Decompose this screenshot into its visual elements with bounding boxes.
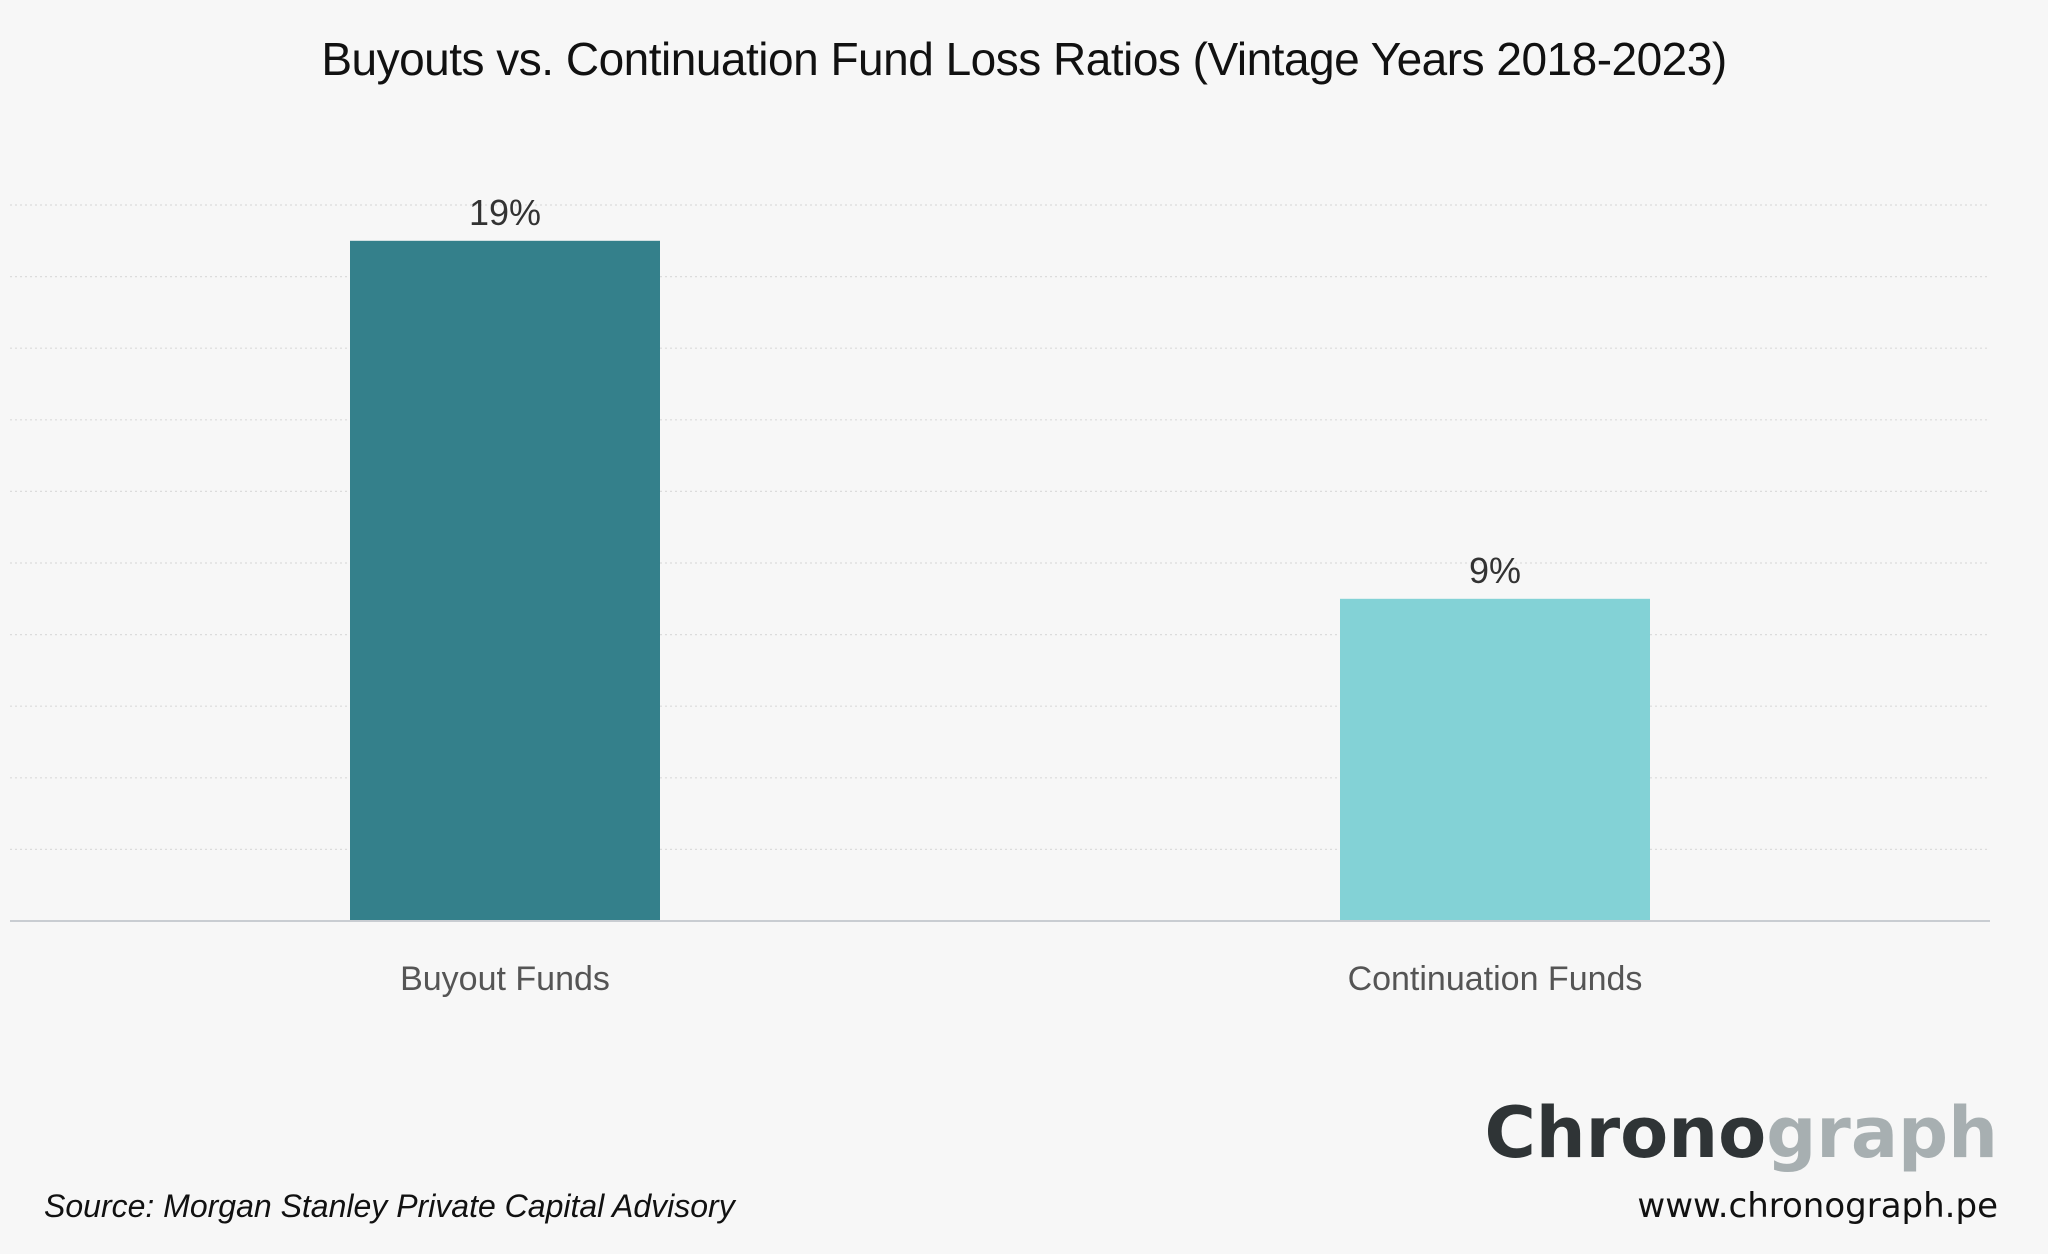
gridlines [10, 204, 1990, 851]
chart-title: Buyouts vs. Continuation Fund Loss Ratio… [321, 33, 1727, 85]
website-url: www.chronograph.pe [1637, 1186, 1998, 1226]
data-label: 19% [469, 192, 541, 233]
source-note: Source: Morgan Stanley Private Capital A… [44, 1188, 735, 1224]
x-tick-label: Continuation Funds [1348, 960, 1643, 998]
x-axis-tick-labels: Buyout Funds Continuation Funds [400, 960, 1642, 998]
bar-continuation-funds [1340, 598, 1650, 921]
bars [350, 240, 1650, 922]
data-label: 9% [1469, 550, 1521, 591]
logo-text-light: graph [1766, 1092, 1998, 1174]
chronograph-logo: Chronograph [1484, 1098, 1998, 1168]
x-tick-label: Buyout Funds [400, 960, 610, 998]
logo-text-dark: Chrono [1484, 1092, 1767, 1174]
data-labels: 19% 9% [469, 192, 1521, 591]
bar-buyout-funds [350, 240, 660, 922]
